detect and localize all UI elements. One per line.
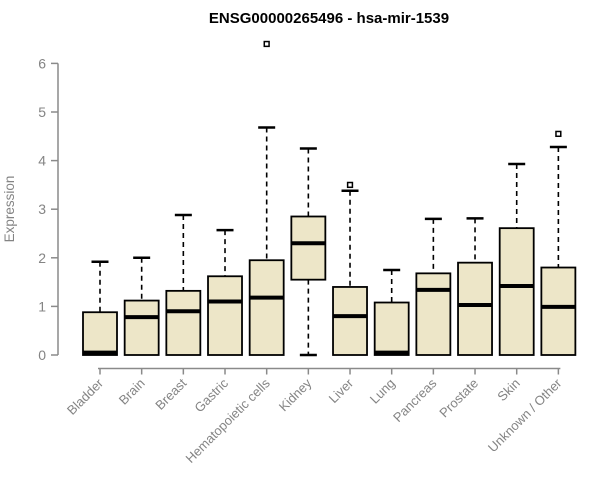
y-tick-label: 3 bbox=[38, 201, 46, 217]
x-tick-label: Gastric bbox=[191, 375, 231, 415]
x-tick-label: Skin bbox=[494, 376, 522, 404]
y-tick-label: 2 bbox=[38, 250, 46, 266]
x-tick-label: Kidney bbox=[276, 375, 315, 414]
x-tick-label: Brain bbox=[116, 376, 148, 408]
box-lung bbox=[373, 301, 410, 356]
box-hematopoietic-cells bbox=[248, 259, 285, 356]
chart-title: ENSG00000265496 - hsa-mir-1539 bbox=[209, 10, 449, 27]
box-bladder bbox=[82, 311, 118, 356]
y-tick-label: 1 bbox=[38, 298, 46, 314]
outlier-point-hematopoietic-cells bbox=[263, 40, 270, 48]
outlier-point-unknown-other bbox=[555, 130, 562, 138]
x-tick-label: Unknown / Other bbox=[485, 375, 565, 455]
x-tick-label: Lung bbox=[367, 376, 398, 407]
x-tick-label: Liver bbox=[326, 375, 357, 406]
y-tick-label: 0 bbox=[38, 347, 46, 363]
box-brain bbox=[123, 299, 160, 356]
box-skin bbox=[498, 227, 535, 356]
y-axis-label: Expression bbox=[2, 176, 17, 243]
box-kidney bbox=[290, 215, 327, 281]
y-tick-label: 5 bbox=[38, 104, 46, 120]
box-breast bbox=[165, 289, 202, 356]
box-pancreas bbox=[415, 272, 452, 356]
x-tick-label: Pancreas bbox=[390, 375, 440, 425]
box-gastric bbox=[207, 275, 243, 356]
outlier-point-liver bbox=[346, 181, 354, 189]
x-tick-label: Bladder bbox=[64, 375, 107, 418]
x-tick-label: Breast bbox=[152, 375, 189, 412]
box-prostate bbox=[457, 261, 493, 356]
box-unknown-other bbox=[540, 266, 577, 356]
box-liver bbox=[332, 286, 368, 356]
y-tick-label: 6 bbox=[38, 55, 46, 71]
x-tick-label: Prostate bbox=[436, 376, 481, 421]
y-tick-label: 4 bbox=[38, 153, 46, 169]
